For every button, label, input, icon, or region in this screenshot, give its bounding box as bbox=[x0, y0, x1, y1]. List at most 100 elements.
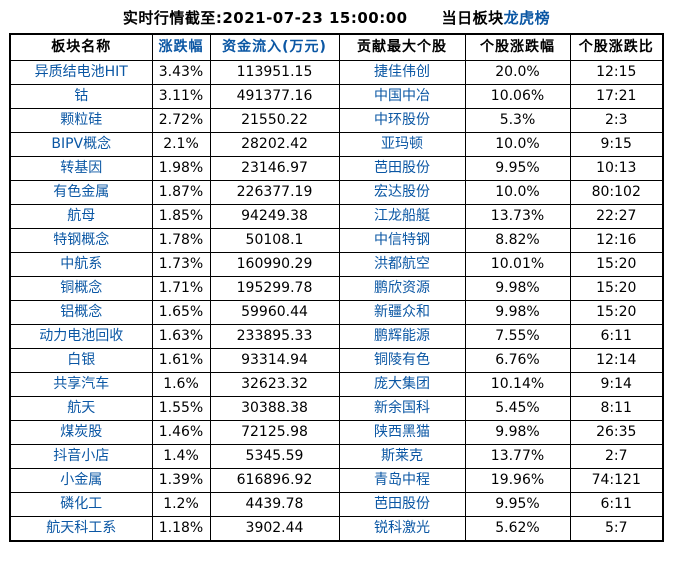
stock-name-cell[interactable]: 捷佳伟创 bbox=[338, 60, 466, 85]
header-top-stock: 贡献最大个股 bbox=[338, 33, 466, 61]
stock-change-cell: 5.45% bbox=[464, 396, 571, 421]
change-cell: 2.1% bbox=[151, 132, 211, 157]
sector-name-cell[interactable]: 铜概念 bbox=[9, 276, 153, 301]
table-row: 共享汽车 1.6% 32623.32 庞大集团 10.14% 9:14 bbox=[9, 372, 664, 397]
header-change-percent[interactable]: 涨跌幅 bbox=[151, 33, 211, 61]
sector-name-cell[interactable]: 煤炭股 bbox=[9, 420, 153, 445]
table-row: 有色金属 1.87% 226377.19 宏达股份 10.0% 80:102 bbox=[9, 180, 664, 205]
ratio-cell: 6:11 bbox=[569, 324, 664, 349]
sector-name-cell[interactable]: 共享汽车 bbox=[9, 372, 153, 397]
stock-change-cell: 13.73% bbox=[464, 204, 571, 229]
change-cell: 2.72% bbox=[151, 108, 211, 133]
stock-change-cell: 10.06% bbox=[464, 84, 571, 109]
stock-name-cell[interactable]: 江龙船艇 bbox=[338, 204, 466, 229]
stock-name-cell[interactable]: 洪都航空 bbox=[338, 252, 466, 277]
stock-change-cell: 9.95% bbox=[464, 492, 571, 517]
header-sector-name: 板块名称 bbox=[9, 33, 153, 61]
sector-name-cell[interactable]: 磷化工 bbox=[9, 492, 153, 517]
sector-name-cell[interactable]: 有色金属 bbox=[9, 180, 153, 205]
stock-name-cell[interactable]: 亚玛顿 bbox=[338, 132, 466, 157]
stock-name-cell[interactable]: 中信特钢 bbox=[338, 228, 466, 253]
change-cell: 1.2% bbox=[151, 492, 211, 517]
stock-change-cell: 13.77% bbox=[464, 444, 571, 469]
stock-name-cell[interactable]: 铜陵有色 bbox=[338, 348, 466, 373]
title-timestamp: 实时行情截至:2021-07-23 15:00:00 bbox=[122, 9, 408, 27]
stock-name-cell[interactable]: 新疆众和 bbox=[338, 300, 466, 325]
inflow-cell: 59960.44 bbox=[209, 300, 340, 325]
table-row: 中航系 1.73% 160990.29 洪都航空 10.01% 15:20 bbox=[9, 252, 664, 277]
stock-name-cell[interactable]: 青岛中程 bbox=[338, 468, 466, 493]
stock-change-cell: 5.62% bbox=[464, 516, 571, 542]
table-row: 动力电池回收 1.63% 233895.33 鹏辉能源 7.55% 6:11 bbox=[9, 324, 664, 349]
stock-name-cell[interactable]: 芭田股份 bbox=[338, 492, 466, 517]
stock-change-cell: 10.01% bbox=[464, 252, 571, 277]
stock-name-cell[interactable]: 鹏辉能源 bbox=[338, 324, 466, 349]
ratio-cell: 17:21 bbox=[569, 84, 664, 109]
table-row: 小金属 1.39% 616896.92 青岛中程 19.96% 74:121 bbox=[9, 468, 664, 493]
stock-name-cell[interactable]: 陕西黑猫 bbox=[338, 420, 466, 445]
stock-name-cell[interactable]: 鹏欣资源 bbox=[338, 276, 466, 301]
sector-leaderboard-table: 板块名称 涨跌幅 资金流入(万元) 贡献最大个股 个股涨跌幅 个股涨跌比 异质结… bbox=[9, 33, 664, 542]
change-cell: 1.63% bbox=[151, 324, 211, 349]
dragon-tiger-board-link[interactable]: 龙虎榜 bbox=[503, 9, 551, 27]
sector-name-cell[interactable]: 航天科工系 bbox=[9, 516, 153, 542]
ratio-cell: 2:7 bbox=[569, 444, 664, 469]
sector-name-cell[interactable]: 白银 bbox=[9, 348, 153, 373]
stock-name-cell[interactable]: 新余国科 bbox=[338, 396, 466, 421]
ratio-cell: 15:20 bbox=[569, 300, 664, 325]
change-cell: 1.78% bbox=[151, 228, 211, 253]
sector-name-cell[interactable]: 特钢概念 bbox=[9, 228, 153, 253]
stock-change-cell: 9.95% bbox=[464, 156, 571, 181]
stock-change-cell: 19.96% bbox=[464, 468, 571, 493]
stock-name-cell[interactable]: 中国中冶 bbox=[338, 84, 466, 109]
stock-name-cell[interactable]: 庞大集团 bbox=[338, 372, 466, 397]
change-cell: 3.11% bbox=[151, 84, 211, 109]
sector-name-cell[interactable]: 航天 bbox=[9, 396, 153, 421]
inflow-cell: 160990.29 bbox=[209, 252, 340, 277]
sector-name-cell[interactable]: 转基因 bbox=[9, 156, 153, 181]
table-row: 异质结电池HIT 3.43% 113951.15 捷佳伟创 20.0% 12:15 bbox=[9, 60, 664, 85]
change-cell: 1.65% bbox=[151, 300, 211, 325]
table-row: 煤炭股 1.46% 72125.98 陕西黑猫 9.98% 26:35 bbox=[9, 420, 664, 445]
stock-change-cell: 7.55% bbox=[464, 324, 571, 349]
sector-name-cell[interactable]: 航母 bbox=[9, 204, 153, 229]
stock-change-cell: 8.82% bbox=[464, 228, 571, 253]
change-cell: 1.18% bbox=[151, 516, 211, 542]
header-capital-inflow[interactable]: 资金流入(万元) bbox=[209, 33, 340, 61]
sector-name-cell[interactable]: 小金属 bbox=[9, 468, 153, 493]
ratio-cell: 15:20 bbox=[569, 252, 664, 277]
ratio-cell: 26:35 bbox=[569, 420, 664, 445]
inflow-cell: 94249.38 bbox=[209, 204, 340, 229]
sector-name-cell[interactable]: 铝概念 bbox=[9, 300, 153, 325]
table-row: 铜概念 1.71% 195299.78 鹏欣资源 9.98% 15:20 bbox=[9, 276, 664, 301]
inflow-cell: 28202.42 bbox=[209, 132, 340, 157]
stock-change-cell: 20.0% bbox=[464, 60, 571, 85]
stock-name-cell[interactable]: 中环股份 bbox=[338, 108, 466, 133]
stock-name-cell[interactable]: 斯莱克 bbox=[338, 444, 466, 469]
stock-name-cell[interactable]: 锐科激光 bbox=[338, 516, 466, 542]
inflow-cell: 3902.44 bbox=[209, 516, 340, 542]
sector-name-cell[interactable]: 中航系 bbox=[9, 252, 153, 277]
inflow-cell: 233895.33 bbox=[209, 324, 340, 349]
inflow-cell: 21550.22 bbox=[209, 108, 340, 133]
table-row: 转基因 1.98% 23146.97 芭田股份 9.95% 10:13 bbox=[9, 156, 664, 181]
sector-name-cell[interactable]: 抖音小店 bbox=[9, 444, 153, 469]
table-row: 航母 1.85% 94249.38 江龙船艇 13.73% 22:27 bbox=[9, 204, 664, 229]
sector-name-cell[interactable]: 颗粒硅 bbox=[9, 108, 153, 133]
sector-name-cell[interactable]: 钴 bbox=[9, 84, 153, 109]
change-cell: 1.4% bbox=[151, 444, 211, 469]
sector-name-cell[interactable]: BIPV概念 bbox=[9, 132, 153, 157]
header-row: 板块名称 涨跌幅 资金流入(万元) 贡献最大个股 个股涨跌幅 个股涨跌比 bbox=[9, 33, 664, 61]
sector-name-cell[interactable]: 动力电池回收 bbox=[9, 324, 153, 349]
stock-name-cell[interactable]: 芭田股份 bbox=[338, 156, 466, 181]
table-row: 航天科工系 1.18% 3902.44 锐科激光 5.62% 5:7 bbox=[9, 516, 664, 542]
stock-name-cell[interactable]: 宏达股份 bbox=[338, 180, 466, 205]
inflow-cell: 50108.1 bbox=[209, 228, 340, 253]
ratio-cell: 74:121 bbox=[569, 468, 664, 493]
inflow-cell: 72125.98 bbox=[209, 420, 340, 445]
sector-name-cell[interactable]: 异质结电池HIT bbox=[9, 60, 153, 85]
inflow-cell: 23146.97 bbox=[209, 156, 340, 181]
ratio-cell: 22:27 bbox=[569, 204, 664, 229]
header-rise-fall-ratio: 个股涨跌比 bbox=[569, 33, 664, 61]
inflow-cell: 93314.94 bbox=[209, 348, 340, 373]
